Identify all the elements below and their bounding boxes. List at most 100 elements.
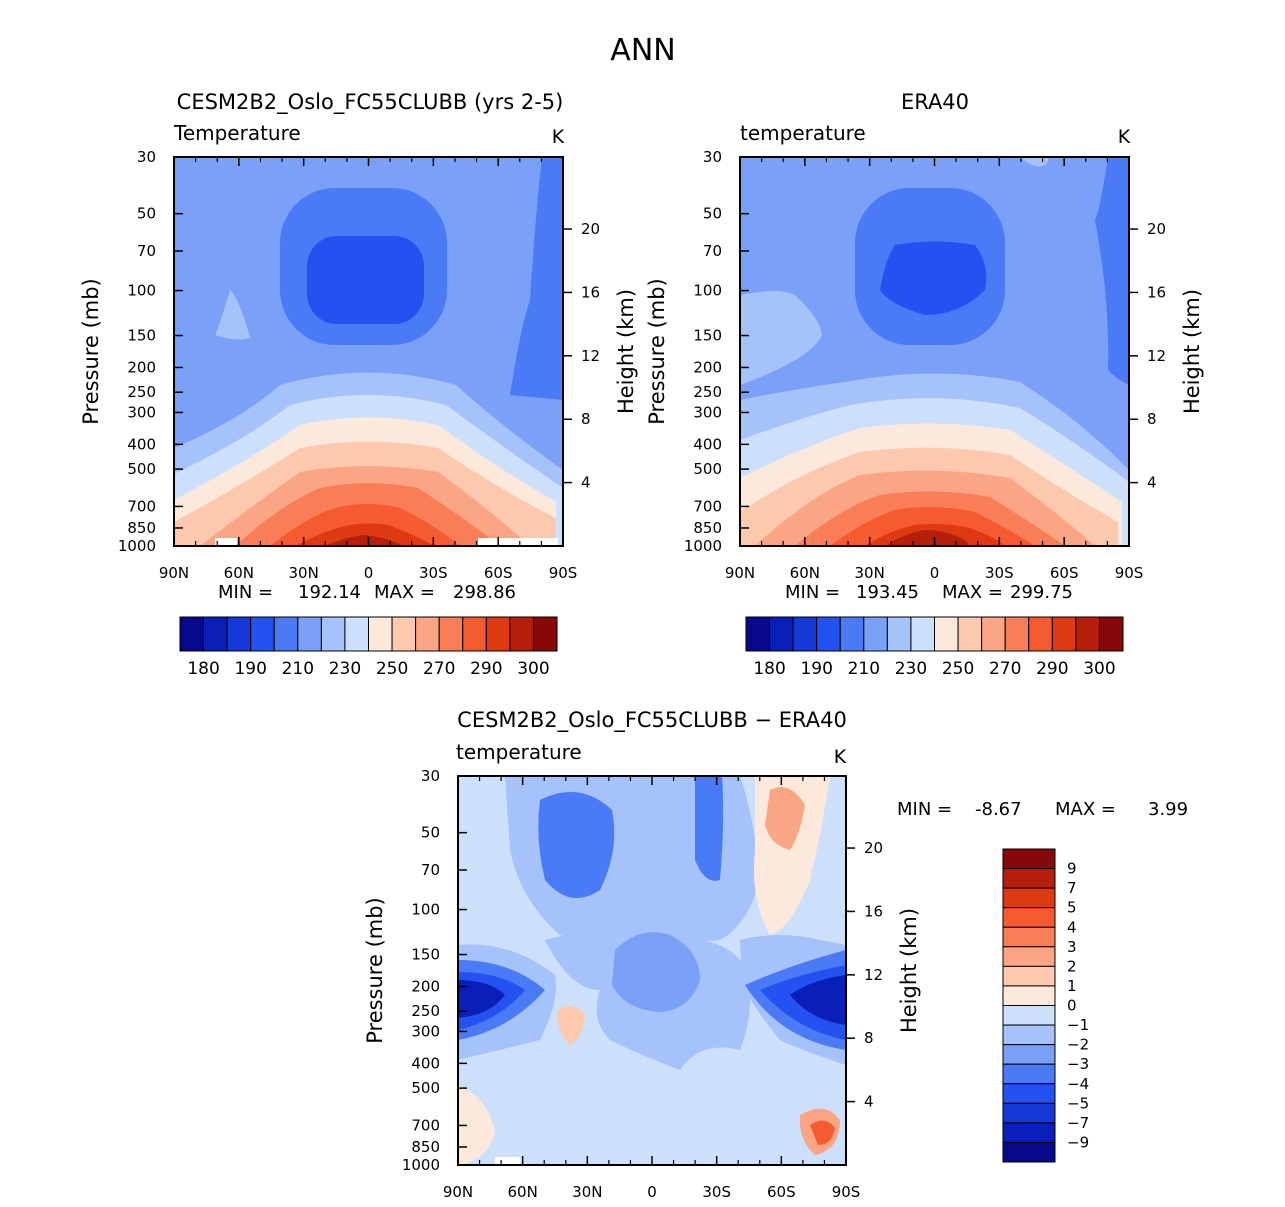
obs-colorbar-swatch: [1075, 616, 1100, 652]
difference-colorbar-label: 4: [1067, 918, 1077, 936]
difference-min-label: MIN =: [897, 799, 952, 820]
model-y2-tick-label: 8: [581, 410, 591, 428]
difference-colorbar-label: −4: [1067, 1075, 1089, 1093]
difference-colorbar-swatch: [1002, 907, 1056, 928]
obs-variable-label: temperature: [740, 121, 866, 145]
model-colorbar: 180 190 210 230 250 270 290 300: [179, 616, 558, 679]
difference-colorbar-swatch: [1002, 848, 1056, 870]
difference-mid-core: [612, 932, 700, 1012]
difference-x-tick-label: 30S: [702, 1183, 731, 1201]
obs-y-tick-label: 400: [693, 435, 722, 453]
difference-y-tick-label: 30: [421, 767, 440, 785]
difference-colorbar-label: 2: [1067, 957, 1077, 975]
model-colorbar-swatch: [179, 616, 205, 652]
obs-axes: 90N 60N 30N 0 30S 60S 90S 30 50 70 100 150 200 250 300…: [645, 148, 1204, 582]
difference-y-tick-label: 150: [411, 946, 440, 964]
obs-colorbar-label: 250: [942, 659, 974, 679]
difference-colorbar: 97 54 32 1 0−1 −2−3 −4−5 −7−9: [1002, 848, 1089, 1163]
model-y-tick-label: 300: [127, 403, 156, 421]
model-colorbar-label: 270: [423, 659, 455, 679]
obs-min-label: MIN =: [785, 582, 840, 603]
difference-y2-tick-label: 20: [864, 839, 883, 857]
difference-y-tick-label: 200: [411, 977, 440, 995]
difference-colorbar-label: −3: [1067, 1055, 1089, 1073]
obs-colorbar-swatch: [910, 616, 935, 652]
obs-y-tick-label: 200: [693, 358, 722, 376]
model-colorbar-label: 290: [470, 659, 502, 679]
obs-x-tick-label: 60N: [790, 564, 820, 582]
obs-x-tick-label: 90S: [1115, 564, 1144, 582]
obs-y-tick-label: 50: [703, 205, 722, 223]
obs-colorbar-swatch: [934, 616, 959, 652]
obs-x-tick-label: 0: [930, 564, 940, 582]
model-y-tick-label: 400: [127, 435, 156, 453]
model-colorbar-swatch: [485, 616, 511, 652]
difference-colorbar-swatch: [1002, 1083, 1056, 1104]
model-colorbar-label: 250: [376, 659, 408, 679]
difference-colorbar-swatch: [1002, 1102, 1056, 1124]
obs-colorbar-label: 210: [848, 659, 880, 679]
difference-missing-np: [495, 1157, 520, 1165]
difference-max-value: 3.99: [1148, 799, 1188, 820]
difference-colorbar-swatch: [1002, 887, 1056, 909]
model-contour-field: [174, 157, 563, 546]
difference-panel: CESM2B2_Oslo_FC55CLUBB − ERA40 temperatu…: [363, 708, 1188, 1201]
model-y2-axis-title: Height (km): [614, 289, 638, 414]
obs-y-tick-label: 100: [693, 282, 722, 300]
model-x-tick-label: 90S: [549, 564, 578, 582]
obs-max-label: MAX =: [942, 582, 1003, 603]
obs-colorbar: 180 190 210 230 250 270 290 300: [745, 616, 1124, 679]
difference-colorbar-swatch: [1002, 1005, 1056, 1026]
obs-y-tick-label: 30: [703, 148, 722, 166]
model-colorbar-label: 230: [329, 659, 361, 679]
model-x-tick-label: 30S: [419, 564, 448, 582]
model-band-295: [295, 523, 435, 546]
obs-y-axis-title: Pressure (mb): [645, 278, 669, 425]
model-axes: 90N 60N 30N 0 30S 60S 90S 30 50 70 100 150 200 250 300…: [79, 148, 638, 582]
model-colorbar-swatch: [344, 616, 369, 652]
difference-nh-sfc-warm: [458, 1085, 495, 1165]
difference-y-tick-label: 100: [411, 901, 440, 919]
difference-colorbar-swatch: [1002, 868, 1056, 889]
obs-sp-cold-column: [1095, 157, 1129, 385]
obs-y2-tick-label: 8: [1147, 410, 1157, 428]
obs-colorbar-label: 180: [753, 659, 785, 679]
difference-upper-band-2: [695, 776, 724, 881]
model-colorbar-swatch: [226, 616, 252, 652]
obs-panel-title: ERA40: [901, 90, 969, 114]
obs-cold-core: [880, 241, 987, 315]
model-y-tick-label: 500: [127, 460, 156, 478]
obs-min-value: 193.45: [856, 582, 919, 603]
model-colorbar-label: 190: [234, 659, 266, 679]
difference-y-tick-label: 70: [421, 861, 440, 879]
obs-np-warm-band: [740, 291, 822, 385]
difference-y2-tick-label: 12: [864, 966, 883, 984]
model-y-tick-label: 250: [127, 383, 156, 401]
difference-colorbar-label: 9: [1067, 860, 1077, 878]
model-y-tick-label: 850: [127, 519, 156, 537]
model-x-tick-label: 60S: [484, 564, 513, 582]
model-x-tick-label: 0: [364, 564, 374, 582]
difference-colorbar-label: 7: [1067, 879, 1077, 897]
model-max-value: 298.86: [453, 582, 516, 603]
obs-y-tick-label: 500: [693, 460, 722, 478]
obs-colorbar-swatch: [1051, 616, 1077, 652]
model-y2-tick-label: 12: [581, 347, 600, 365]
model-colorbar-swatch: [203, 616, 228, 652]
model-colorbar-swatch: [297, 616, 322, 652]
model-missing-np: [215, 538, 237, 546]
difference-sh-sfc-warm-core: [810, 1120, 835, 1145]
model-colorbar-label: 300: [517, 659, 549, 679]
obs-colorbar-swatch: [886, 616, 912, 652]
model-y-axis-title: Pressure (mb): [79, 278, 103, 425]
difference-y2-axis-title: Height (km): [897, 908, 921, 1033]
model-y-tick-label: 1000: [118, 537, 156, 555]
model-colorbar-swatch: [415, 616, 440, 652]
model-y-tick-label: 700: [127, 497, 156, 515]
model-panel: CESM2B2_Oslo_FC55CLUBB (yrs 2-5) Tempera…: [79, 90, 638, 679]
difference-panel-title: CESM2B2_Oslo_FC55CLUBB − ERA40: [457, 708, 847, 733]
difference-y-axis-title: Pressure (mb): [363, 897, 387, 1044]
model-colorbar-swatch: [250, 616, 275, 652]
difference-colorbar-swatch: [1002, 965, 1056, 987]
obs-x-tick-label: 30S: [985, 564, 1014, 582]
